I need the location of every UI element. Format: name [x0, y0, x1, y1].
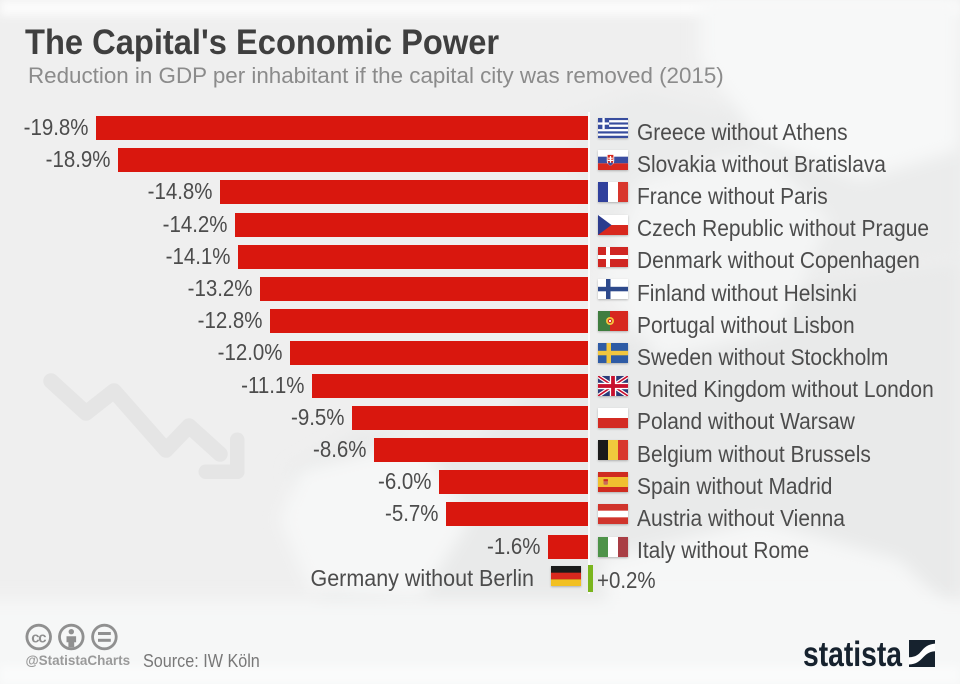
svg-text:cc: cc	[31, 629, 46, 646]
